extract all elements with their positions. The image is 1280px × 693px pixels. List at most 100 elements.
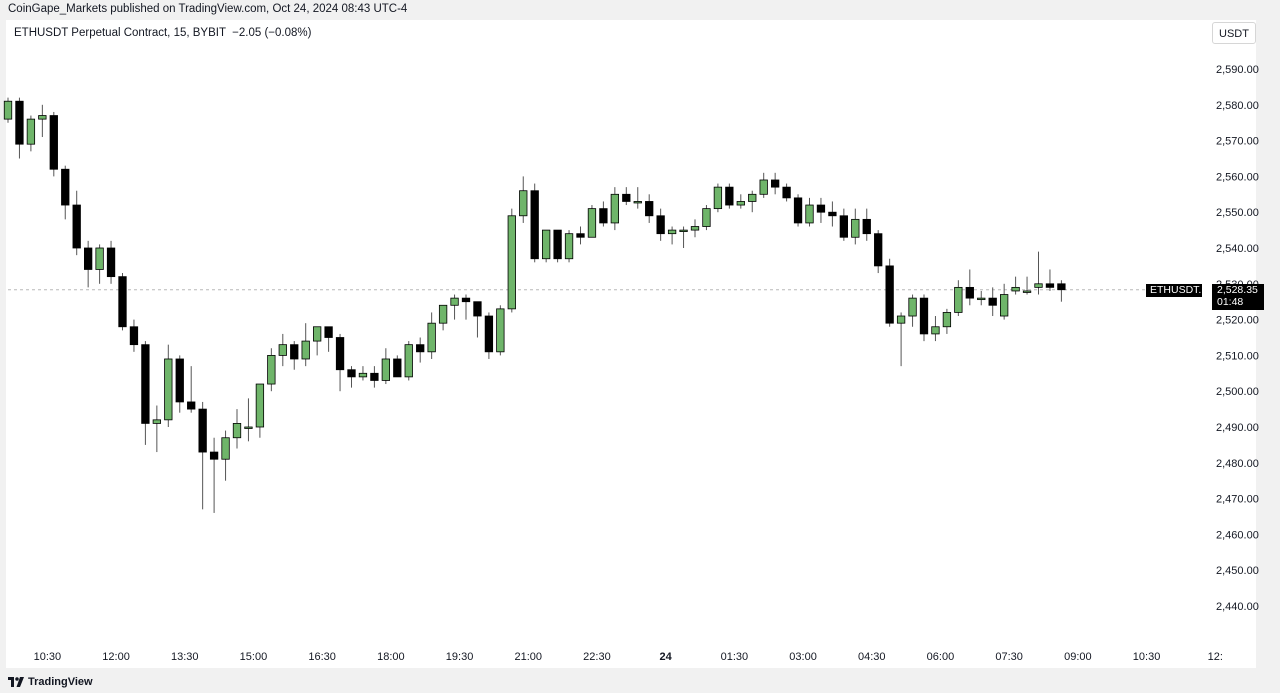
symbol-title: ETHUSDT Perpetual Contract, 15, BYBIT −2… — [14, 27, 312, 39]
candle — [793, 194, 803, 227]
candle — [496, 305, 505, 356]
candle — [862, 208, 871, 241]
y-tick-label: 2,470.00 — [1216, 494, 1259, 506]
x-tick-label: 12: — [1208, 651, 1223, 663]
y-tick-label: 2,450.00 — [1216, 565, 1259, 577]
candle — [610, 187, 619, 231]
candle — [164, 344, 173, 427]
candle — [633, 187, 642, 209]
candle-body — [1011, 286, 1020, 292]
candle-body — [782, 186, 791, 199]
y-tick-label: 2,460.00 — [1216, 529, 1259, 541]
candle — [1057, 280, 1066, 302]
candle-body — [896, 315, 906, 324]
candle-body — [393, 358, 402, 378]
chart-frame[interactable] — [6, 20, 1256, 668]
candle — [232, 409, 242, 449]
x-tick-label: 03:00 — [789, 651, 817, 663]
candle-body — [3, 100, 13, 120]
candle — [839, 208, 848, 241]
candle-body — [576, 233, 585, 238]
y-tick-label: 2,520.00 — [1216, 315, 1259, 327]
x-tick-label: 06:00 — [927, 651, 955, 663]
candle — [95, 244, 104, 284]
candle-body — [679, 229, 688, 233]
candle-body — [587, 208, 597, 238]
candle-body — [15, 100, 24, 145]
candle — [782, 183, 791, 202]
candle — [416, 337, 425, 363]
candle — [1034, 251, 1043, 295]
candle — [26, 115, 36, 152]
candles-group — [3, 97, 1066, 513]
x-tick-label: 10:30 — [1133, 651, 1161, 663]
bar-countdown: 01:48 — [1217, 296, 1244, 308]
candle-body — [438, 304, 448, 324]
candle-body — [484, 315, 494, 353]
candle — [118, 273, 127, 331]
candle — [450, 294, 459, 320]
candle — [690, 219, 700, 238]
candle-body — [633, 201, 642, 204]
candle — [473, 301, 482, 338]
candle — [553, 229, 562, 263]
candle-body — [49, 115, 58, 170]
candle — [622, 187, 631, 206]
candle-body — [473, 301, 482, 317]
candle-body — [564, 233, 574, 260]
x-tick-label: 19:30 — [446, 651, 474, 663]
candle — [187, 366, 196, 413]
currency-button[interactable]: USDT — [1212, 22, 1256, 44]
candle — [851, 208, 860, 245]
candle-body — [954, 286, 963, 313]
last-price: 2,528.35 — [1217, 284, 1258, 296]
candle — [244, 398, 253, 442]
x-tick-label: 16:30 — [308, 651, 336, 663]
x-tick-label: 10:30 — [34, 651, 62, 663]
candle-body — [702, 208, 711, 227]
candle-body — [530, 190, 539, 260]
tradingview-logo-icon — [8, 677, 24, 687]
candle — [38, 104, 47, 138]
x-tick-label: 13:30 — [171, 651, 199, 663]
candle — [221, 430, 230, 481]
x-axis: 10:30 12:00 13:30 15:00 16:30 18:00 19:30 21:00… — [34, 651, 1223, 663]
candle — [267, 348, 276, 392]
candle — [484, 312, 494, 359]
candle-body — [610, 193, 619, 224]
candle — [702, 205, 711, 231]
candle-body — [507, 215, 516, 310]
y-tick-label: 2,590.00 — [1216, 64, 1259, 76]
x-tick-label: 15:00 — [240, 651, 268, 663]
candle-body — [164, 358, 173, 421]
candle — [370, 366, 379, 388]
y-tick-label: 2,500.00 — [1216, 386, 1259, 398]
candle-body — [358, 372, 368, 378]
candle-body — [690, 226, 700, 231]
publish-line: CoinGape_Markets published on TradingVie… — [8, 3, 408, 15]
candle-body — [187, 401, 196, 410]
candle — [358, 366, 368, 381]
y-axis: 2,590.00 2,580.00 2,570.00 2,560.00 2,550.00… — [1216, 64, 1259, 613]
candle — [576, 226, 585, 245]
candle — [885, 258, 894, 327]
price-tag-symbol: ETHUSDT.P — [1146, 284, 1208, 297]
x-tick-label: 01:30 — [721, 651, 749, 663]
candle — [3, 97, 13, 123]
candle-body — [977, 297, 986, 301]
candle — [61, 165, 70, 220]
candle-body — [874, 233, 883, 267]
candle-body — [244, 426, 253, 429]
candle-body — [667, 229, 677, 235]
candle-body — [404, 344, 413, 378]
candle — [404, 341, 413, 381]
candle-body — [347, 369, 356, 378]
y-tick-label: 2,480.00 — [1216, 458, 1259, 470]
tradingview-footer[interactable]: TradingView — [8, 676, 93, 688]
candle-body — [324, 326, 333, 338]
y-tick-label: 2,440.00 — [1216, 601, 1259, 613]
candle — [15, 97, 24, 159]
candle-body — [129, 326, 139, 346]
candle-body — [461, 297, 471, 303]
